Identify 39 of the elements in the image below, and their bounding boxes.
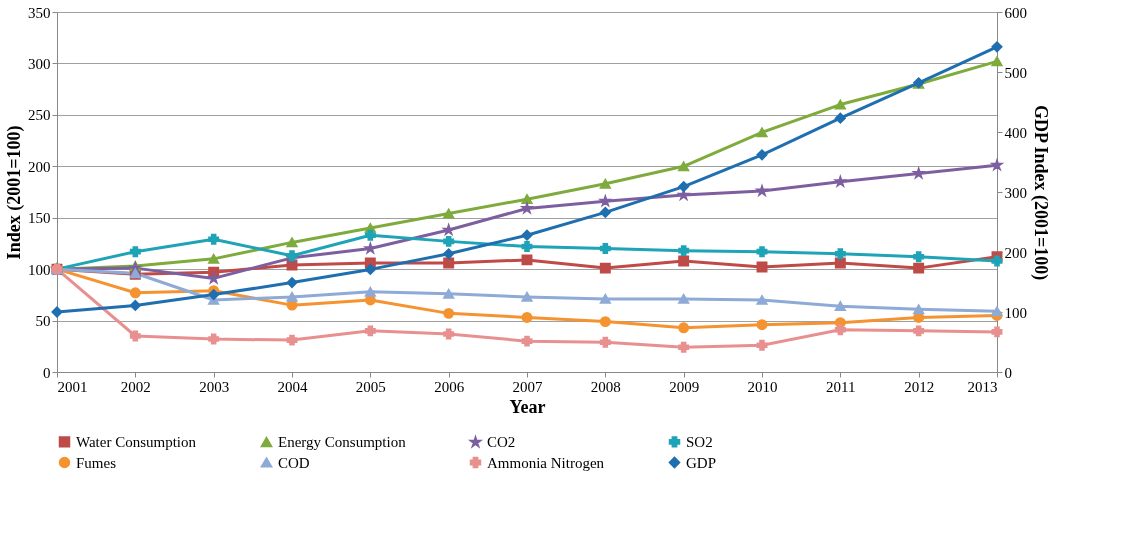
y-tick-label: 250 (28, 107, 51, 124)
y2-axis-title: GDP Index (2001=100) (1030, 104, 1051, 281)
y2-tick-label: 600 (1004, 4, 1027, 21)
y-tick-label: 350 (28, 4, 51, 21)
y2-tick-label: 400 (1004, 124, 1027, 141)
y-tick-label: 150 (28, 210, 51, 227)
legend-label: Energy Consumption (278, 434, 407, 451)
y-axis-title: Index (2001=100) (4, 125, 25, 260)
y2-tick-label: 0 (1004, 364, 1012, 381)
legend-label: Water Consumption (76, 433, 197, 450)
x-tick-label: 2009 (669, 378, 700, 395)
y-tick-label: 100 (28, 261, 51, 278)
y2-tick-label: 200 (1004, 244, 1027, 261)
legend-label: Fumes (76, 454, 117, 471)
y-tick-label: 50 (35, 313, 51, 330)
legend-label: CO2 (487, 434, 516, 451)
x-tick-label: 2008 (590, 378, 621, 395)
x-tick-label: 2004 (277, 378, 308, 395)
y2-tick-label: 500 (1004, 64, 1027, 81)
x-tick-label: 2010 (747, 378, 778, 395)
x-tick-label: 2012 (904, 378, 935, 395)
y2-tick-label: 100 (1004, 304, 1027, 321)
x-axis-title: Year (509, 396, 546, 417)
x-tick-label: 2007 (512, 378, 543, 395)
x-tick-label: 2006 (434, 378, 465, 395)
y-tick-label: 0 (43, 364, 51, 381)
y-tick-label: 200 (28, 158, 51, 175)
legend-label: SO2 (686, 433, 713, 450)
x-tick-label: 2005 (355, 378, 386, 395)
x-tick-label: 2011 (826, 378, 856, 395)
x-tick-label: 2002 (120, 378, 151, 395)
legend-label: Ammonia Nitrogen (487, 454, 605, 471)
legend-label: GDP (686, 454, 717, 471)
x-tick-label: 2001 (57, 378, 88, 395)
x-tick-label: 2003 (199, 378, 230, 395)
x-tick-label: 2013 (967, 378, 998, 395)
legend-label: COD (278, 454, 310, 471)
y2-tick-label: 300 (1004, 184, 1027, 201)
y-tick-label: 300 (28, 55, 51, 72)
